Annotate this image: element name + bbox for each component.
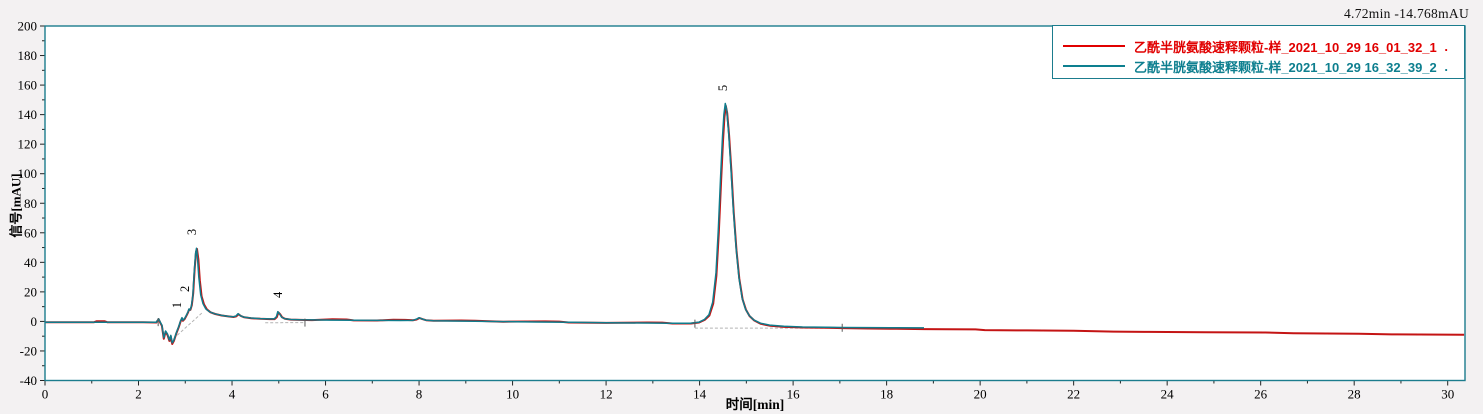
x-tick-label: 10 xyxy=(506,387,519,402)
x-tick-label: 8 xyxy=(416,387,423,402)
y-tick-label: 40 xyxy=(24,255,37,270)
y-tick-label: 20 xyxy=(24,284,37,299)
x-tick-label: 20 xyxy=(974,387,987,402)
y-tick-label: 120 xyxy=(18,137,38,152)
integration-markers xyxy=(157,318,843,332)
peak-label-1: 1 xyxy=(170,302,184,308)
legend: 乙酰半胱氨酸速释颗粒-样_2021_10_29 16_01_32_1 . 乙酰半… xyxy=(1052,25,1465,79)
x-tick-label: 22 xyxy=(1067,387,1080,402)
peak-label-5: 5 xyxy=(716,85,730,91)
y-tick-label: 160 xyxy=(18,78,38,93)
peak-label-3: 3 xyxy=(185,229,199,235)
x-tick-label: 28 xyxy=(1348,387,1361,402)
y-tick-label: 100 xyxy=(18,166,38,181)
y-tick-label: -40 xyxy=(20,373,37,388)
legend-end-marker-sample2: . xyxy=(1444,58,1448,74)
y-tick-label: 0 xyxy=(31,314,38,329)
x-tick-label: 18 xyxy=(880,387,893,402)
cursor-readout: 4.72min -14.768mAU xyxy=(1343,6,1469,21)
x-tick-label: 30 xyxy=(1441,387,1454,402)
legend-entry-sample2[interactable]: 乙酰半胱氨酸速释颗粒-样_2021_10_29 16_32_39_2 . xyxy=(1063,57,1456,75)
x-tick-label: 12 xyxy=(600,387,613,402)
y-tick-label: 60 xyxy=(24,225,37,240)
x-tick-label: 4 xyxy=(229,387,236,402)
peak-labels: 1 2 3 4 5 xyxy=(170,85,730,308)
y-tick-label: 140 xyxy=(18,107,38,122)
x-tick-label: 0 xyxy=(42,387,49,402)
y-axis-title: 信号[mAU] xyxy=(8,173,24,238)
peak-label-4: 4 xyxy=(271,291,285,298)
peak-label-2: 2 xyxy=(178,286,192,292)
legend-label-sample1: 乙酰半胱氨酸速释颗粒-样_2021_10_29 16_01_32_1 xyxy=(1134,39,1437,55)
x-tick-label: 14 xyxy=(693,387,707,402)
x-axis-title: 时间[min] xyxy=(725,397,785,412)
y-axis-ticks: -40 -20 0 20 40 60 80 100 120 140 160 180 200 xyxy=(18,19,45,388)
x-tick-label: 6 xyxy=(322,387,329,402)
x-axis-ticks: 0 2 4 6 8 10 12 14 16 18 20 22 24 26 28 30 xyxy=(42,380,1454,402)
x-tick-label: 24 xyxy=(1161,387,1175,402)
legend-line-sample-red xyxy=(1063,45,1125,47)
legend-line-sample-teal xyxy=(1063,65,1125,67)
legend-end-marker-sample1: . xyxy=(1444,38,1448,54)
x-tick-label: 26 xyxy=(1254,387,1268,402)
x-tick-label: 16 xyxy=(787,387,801,402)
y-tick-label: -20 xyxy=(20,343,37,358)
plot-area[interactable] xyxy=(45,26,1465,381)
y-tick-label: 80 xyxy=(24,196,37,211)
y-tick-label: 200 xyxy=(18,19,38,34)
trace-sample2-teal xyxy=(45,102,925,344)
y-tick-label: 180 xyxy=(18,48,38,63)
legend-entry-sample1[interactable]: 乙酰半胱氨酸速释颗粒-样_2021_10_29 16_01_32_1 . xyxy=(1063,37,1456,55)
plot-border xyxy=(44,25,1466,382)
x-tick-label: 2 xyxy=(135,387,142,402)
legend-label-sample2: 乙酰半胱氨酸速释颗粒-样_2021_10_29 16_32_39_2 xyxy=(1134,59,1437,75)
